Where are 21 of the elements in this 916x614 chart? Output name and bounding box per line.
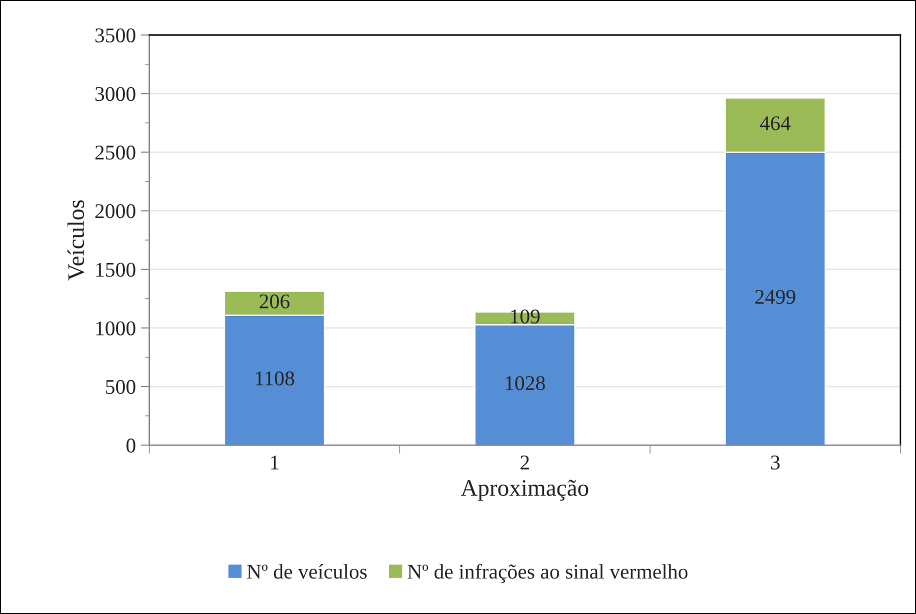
data-label: 206: [260, 294, 290, 308]
y-tick-label: 3500: [95, 28, 136, 42]
legend-label: Nº de infrações ao sinal vermelho: [408, 564, 688, 583]
x-axis-title: Aproximação: [460, 480, 588, 501]
y-axis-title: Veículos: [67, 200, 84, 280]
data-label: 1028: [506, 376, 545, 390]
y-tick-label: 1000: [96, 321, 136, 336]
x-tick-label: 3: [771, 456, 780, 470]
y-tick-label: 2500: [95, 146, 136, 160]
legend-label: Nº de veículos: [247, 564, 367, 579]
y-tick-label: 500: [106, 380, 136, 394]
data-label: 109: [511, 309, 540, 324]
data-label: 2499: [755, 290, 796, 304]
y-tick-label: 0: [126, 438, 136, 453]
x-tick-label: 2: [520, 456, 529, 470]
y-tick-label: 2000: [95, 204, 136, 218]
data-label: 464: [760, 116, 791, 130]
y-tick-label: 3000: [95, 86, 136, 102]
x-tick-label: 1: [271, 456, 278, 470]
y-tick-label: 1500: [96, 262, 136, 277]
data-label: 1108: [256, 371, 294, 386]
